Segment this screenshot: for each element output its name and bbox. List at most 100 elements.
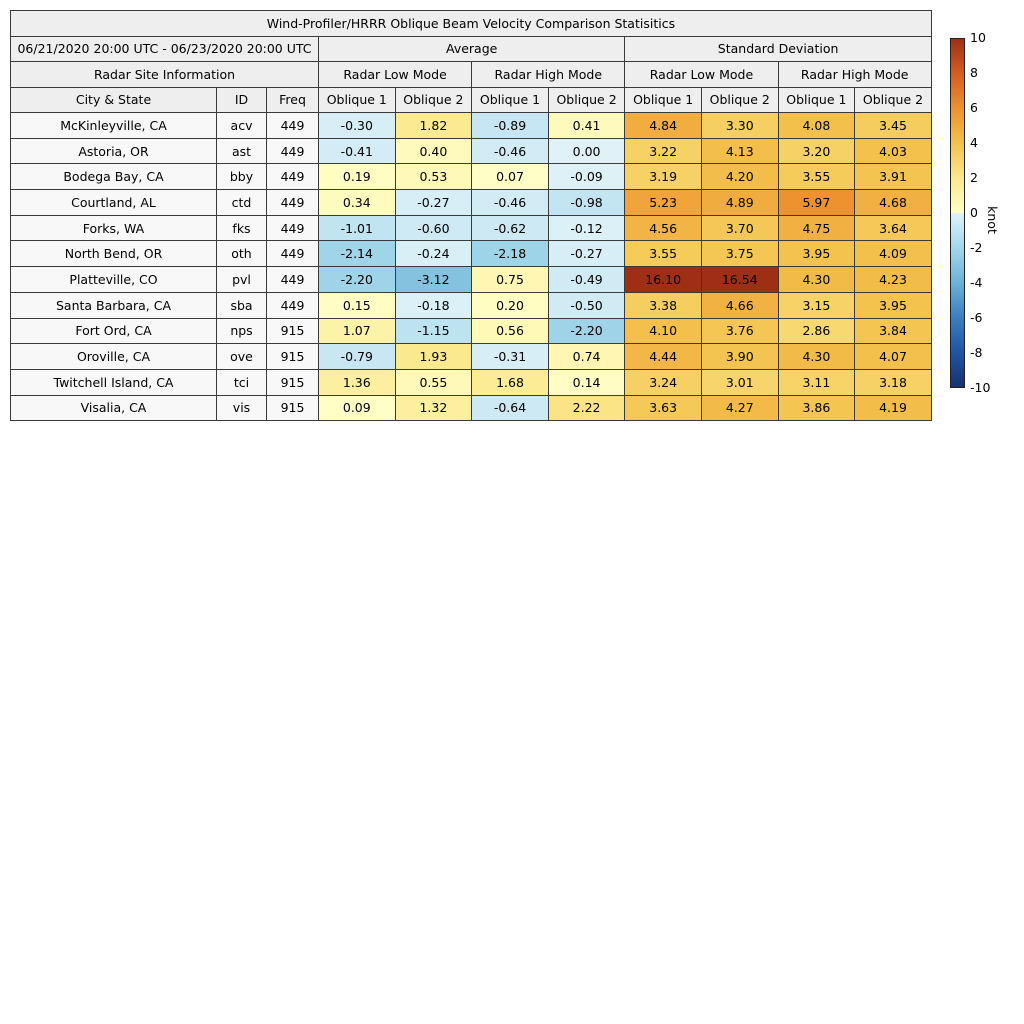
- site-info-header: Radar Site Information: [10, 61, 319, 88]
- value-cell: -0.62: [471, 214, 549, 242]
- value-cell: 1.07: [318, 317, 396, 345]
- colorbar-tick-label: 8: [970, 64, 978, 80]
- id-cell: ast: [216, 137, 267, 165]
- group-header-row: 06/21/2020 20:00 UTC - 06/23/2020 20:00 …: [10, 35, 932, 62]
- value-cell: 1.36: [318, 368, 396, 396]
- value-cell: 3.11: [777, 368, 856, 396]
- value-cell: 5.97: [777, 189, 856, 216]
- value-cell: 4.13: [700, 137, 779, 165]
- value-cell: 3.55: [624, 240, 702, 268]
- date-range: 06/21/2020 20:00 UTC - 06/23/2020 20:00 …: [10, 35, 319, 62]
- city-cell: Fort Ord, CA: [10, 317, 217, 345]
- colorbar-tick-label: -4: [970, 274, 983, 290]
- stats-table: Wind-Profiler/HRRR Oblique Beam Velocity…: [10, 10, 932, 422]
- freq-cell: 915: [266, 394, 319, 422]
- value-cell: 1.82: [394, 112, 473, 139]
- id-cell: sba: [216, 291, 267, 319]
- id-cell: oth: [216, 240, 267, 268]
- value-cell: -0.50: [547, 291, 626, 319]
- value-cell: 4.89: [700, 189, 779, 216]
- value-cell: 0.74: [547, 343, 626, 370]
- col-header-id: ID: [216, 86, 267, 113]
- city-cell: Forks, WA: [10, 214, 217, 242]
- value-cell: 3.18: [854, 368, 932, 396]
- col-header-city: City & State: [10, 86, 217, 113]
- colorbar-unit-label: knot: [985, 206, 1000, 234]
- colorbar-tick-label: -6: [970, 309, 983, 325]
- value-cell: 3.24: [624, 368, 702, 396]
- value-cell: 4.27: [700, 394, 779, 422]
- value-cell: 4.30: [777, 343, 856, 370]
- value-cell: 3.90: [700, 343, 779, 370]
- id-cell: pvl: [216, 266, 267, 293]
- value-cell: 3.70: [700, 214, 779, 242]
- value-cell: 4.75: [777, 214, 856, 242]
- freq-cell: 449: [266, 291, 319, 319]
- id-cell: acv: [216, 112, 267, 139]
- id-cell: fks: [216, 214, 267, 242]
- value-cell: 0.34: [318, 189, 396, 216]
- value-cell: 4.56: [624, 214, 702, 242]
- value-cell: 0.75: [471, 266, 549, 293]
- value-cell: 3.95: [854, 291, 932, 319]
- value-cell: 0.07: [471, 163, 549, 191]
- value-cell: -0.30: [318, 112, 396, 139]
- col-header-freq: Freq: [266, 86, 319, 113]
- value-cell: 3.95: [777, 240, 856, 268]
- table-row: North Bend, OR oth 449 -2.14 -0.24 -2.18 -0.27…: [10, 240, 932, 268]
- value-cell: -1.01: [318, 214, 396, 242]
- value-cell: 4.03: [854, 137, 932, 165]
- colorbar-tick-label: 6: [970, 99, 978, 115]
- value-cell: 0.09: [318, 394, 396, 422]
- mode-header-avg-high: Radar High Mode: [471, 61, 626, 88]
- id-cell: vis: [216, 394, 267, 422]
- value-cell: -0.98: [547, 189, 626, 216]
- freq-cell: 449: [266, 189, 319, 216]
- freq-cell: 449: [266, 240, 319, 268]
- id-cell: bby: [216, 163, 267, 191]
- city-cell: Platteville, CO: [10, 266, 217, 293]
- value-cell: 4.44: [624, 343, 702, 370]
- table-row: Courtland, AL ctd 449 0.34 -0.27 -0.46 -0.98 5.…: [10, 189, 932, 216]
- value-cell: 4.30: [777, 266, 856, 293]
- id-cell: ove: [216, 343, 267, 370]
- table-row: Oroville, CA ove 915 -0.79 1.93 -0.31 0.74 4.44…: [10, 343, 932, 370]
- value-cell: 3.22: [624, 137, 702, 165]
- value-cell: 0.56: [471, 317, 549, 345]
- id-cell: ctd: [216, 189, 267, 216]
- colorbar-tick-label: -8: [970, 344, 983, 360]
- col-header-oblique-7: Oblique 1: [777, 86, 856, 113]
- table-row: Bodega Bay, CA bby 449 0.19 0.53 0.07 -0.09 3.1…: [10, 163, 932, 191]
- value-cell: 4.08: [777, 112, 856, 139]
- value-cell: 3.86: [777, 394, 856, 422]
- table-title: Wind-Profiler/HRRR Oblique Beam Velocity…: [10, 10, 932, 37]
- value-cell: 4.84: [624, 112, 702, 139]
- value-cell: 4.20: [700, 163, 779, 191]
- value-cell: 3.64: [854, 214, 932, 242]
- value-cell: 2.22: [547, 394, 626, 422]
- value-cell: 3.19: [624, 163, 702, 191]
- value-cell: -0.64: [471, 394, 549, 422]
- value-cell: 3.45: [854, 112, 932, 139]
- value-cell: 2.86: [777, 317, 856, 345]
- value-cell: 0.55: [394, 368, 473, 396]
- col-header-oblique-6: Oblique 2: [700, 86, 779, 113]
- value-cell: -2.20: [547, 317, 626, 345]
- value-cell: -0.79: [318, 343, 396, 370]
- value-cell: 0.14: [547, 368, 626, 396]
- value-cell: -2.20: [318, 266, 396, 293]
- value-cell: -0.46: [471, 189, 549, 216]
- value-cell: -0.27: [547, 240, 626, 268]
- value-cell: -0.60: [394, 214, 473, 242]
- value-cell: -0.46: [471, 137, 549, 165]
- mode-header-std-high: Radar High Mode: [777, 61, 932, 88]
- value-cell: -0.41: [318, 137, 396, 165]
- freq-cell: 449: [266, 137, 319, 165]
- value-cell: 3.30: [700, 112, 779, 139]
- colorbar-tick-label: -10: [970, 379, 991, 395]
- value-cell: 1.68: [471, 368, 549, 396]
- value-cell: 4.19: [854, 394, 932, 422]
- value-cell: 3.20: [777, 137, 856, 165]
- value-cell: 1.32: [394, 394, 473, 422]
